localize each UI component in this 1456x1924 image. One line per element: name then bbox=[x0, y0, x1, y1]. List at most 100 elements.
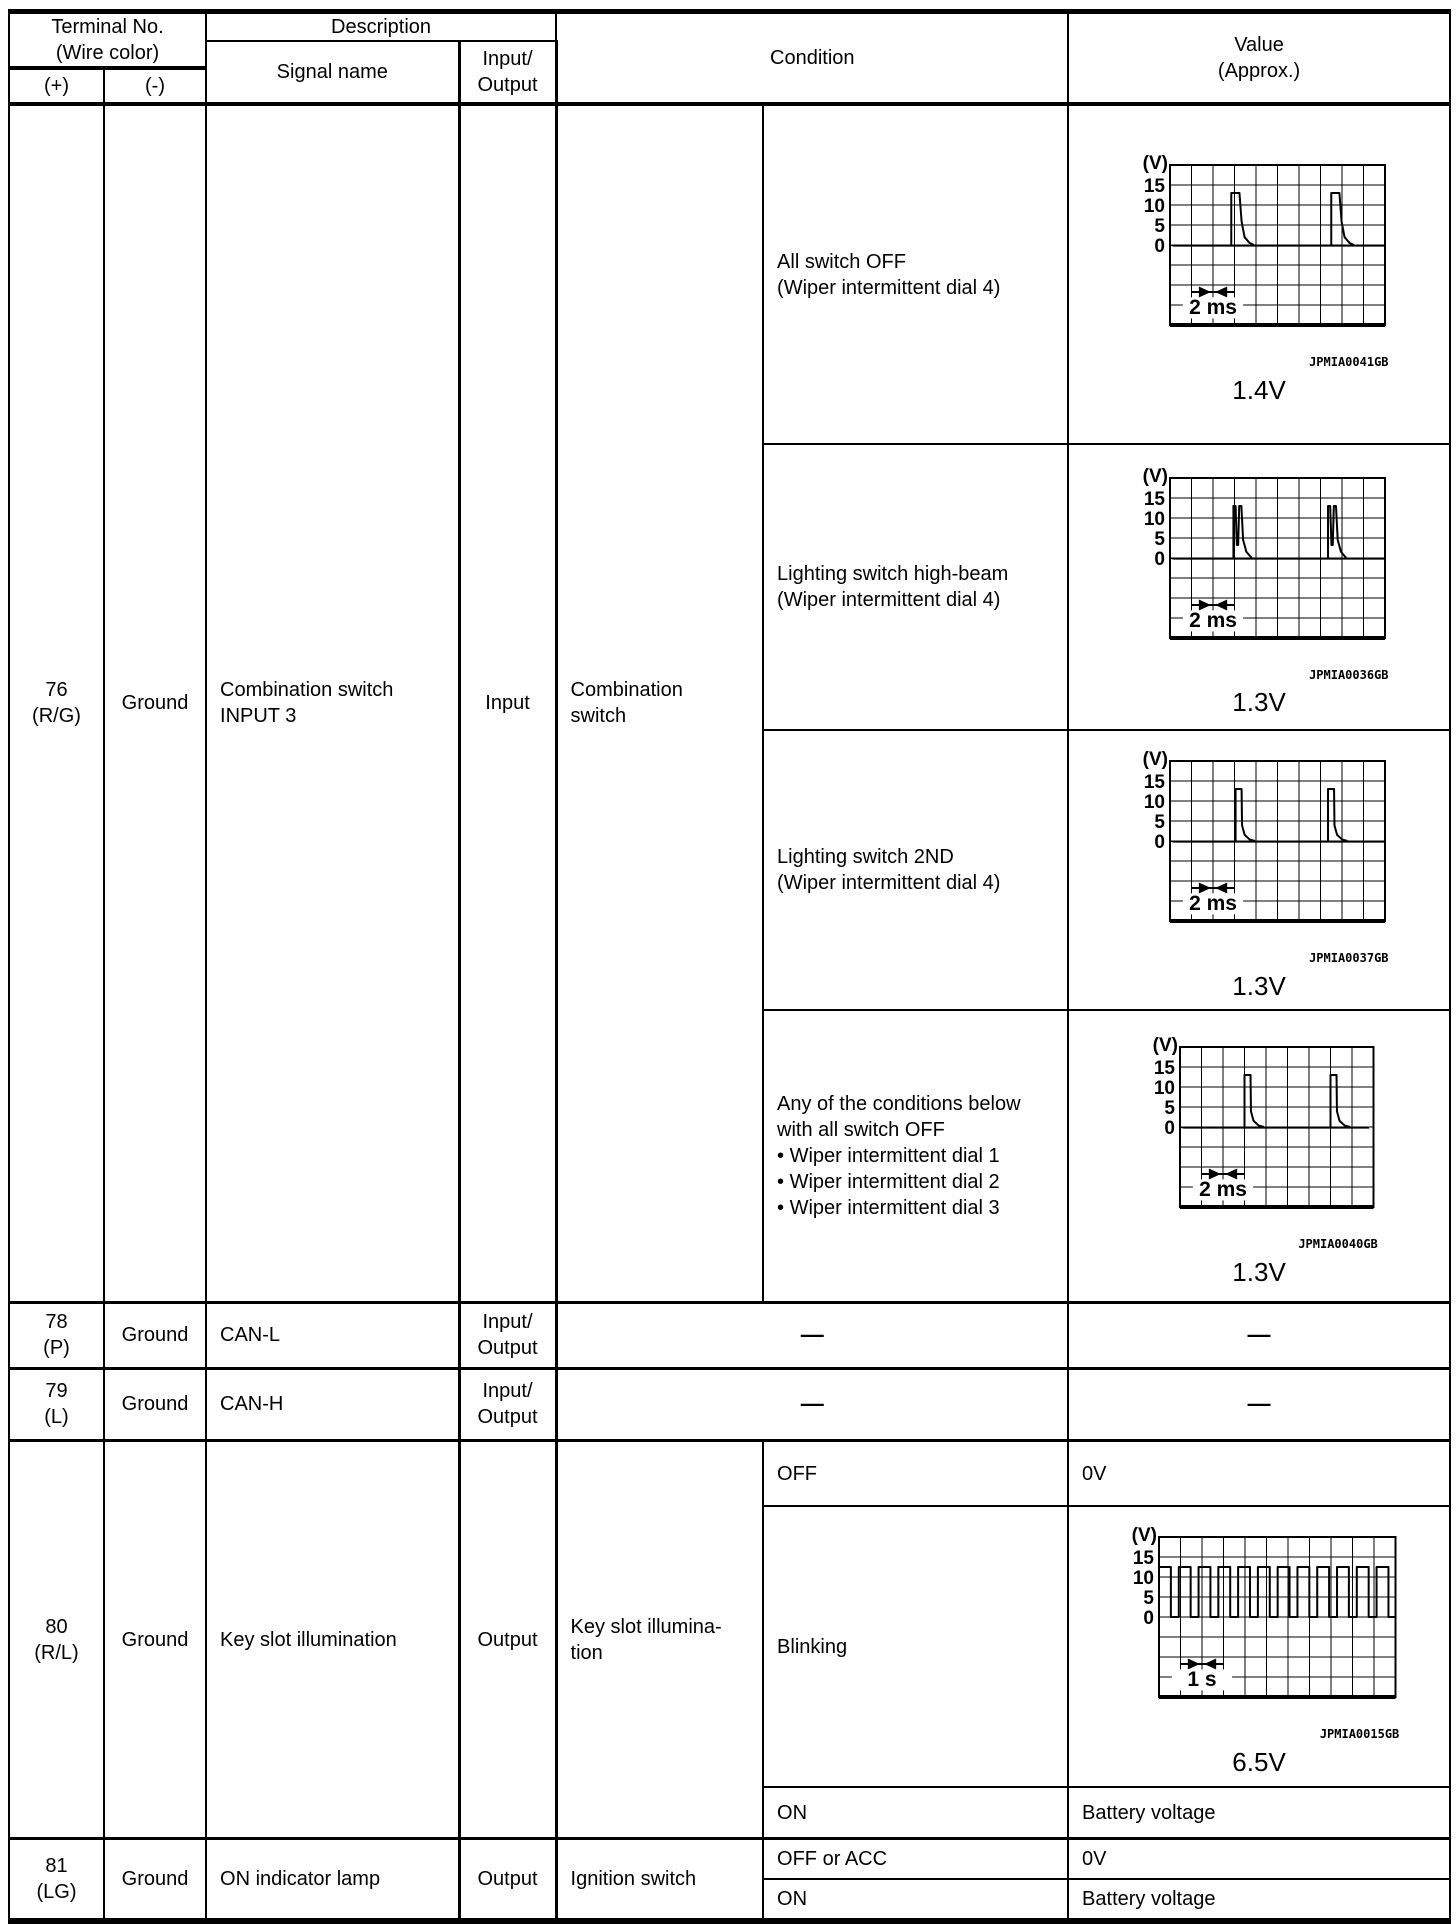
table-row: ON Battery voltage bbox=[9, 1785, 1452, 1840]
svg-text:15: 15 bbox=[1154, 1058, 1176, 1079]
svg-text:0: 0 bbox=[1154, 832, 1165, 853]
minus-header: (-) bbox=[102, 67, 208, 106]
svg-text:0: 0 bbox=[1154, 549, 1165, 570]
cell-value-80-1: 0V bbox=[1067, 1438, 1452, 1508]
oscilloscope-waveform: (V) 15 10 5 0 2 ms bbox=[1128, 149, 1391, 346]
oscilloscope-figure: (V) 15 10 5 0 1 s JPMIA0015GB 6.5V bbox=[1117, 1507, 1402, 1785]
svg-text:5: 5 bbox=[1154, 812, 1165, 833]
input-output-header: Input/ Output bbox=[457, 40, 558, 106]
table-row: Lighting switch high-beam (Wiper intermi… bbox=[9, 443, 1452, 731]
measured-value: 1.3V bbox=[1232, 970, 1286, 1001]
cell-signal-79: CAN-H bbox=[205, 1366, 461, 1442]
figure-code: JPMIA0037GB bbox=[1309, 951, 1389, 965]
svg-text:(V): (V) bbox=[1142, 749, 1167, 770]
cell-io-78: Input/ Output bbox=[457, 1300, 558, 1370]
cell-condition-80-1: OFF bbox=[762, 1438, 1070, 1508]
cell-ground-80: Ground bbox=[102, 1438, 208, 1840]
cell-reference-76: Combination switch bbox=[555, 102, 765, 1304]
table-row: 81 (LG) Ground ON indicator lamp Output … bbox=[8, 1837, 1452, 1922]
table-row: 78 (P) Ground CAN-L Input/ Output — — bbox=[8, 1300, 1452, 1370]
cell-ground-76: Ground bbox=[102, 102, 208, 1304]
terminal-table: Terminal No. (Wire color) Description Co… bbox=[7, 9, 1452, 1924]
figure-code: JPMIA0041GB bbox=[1309, 355, 1389, 370]
cell-condition-80-2: Blinking bbox=[762, 1505, 1070, 1788]
table-row: Blinking (V) 15 10 5 0 1 s JPMIA0015GB 6.5V bbox=[9, 1505, 1452, 1788]
svg-text:10: 10 bbox=[1133, 1568, 1154, 1589]
svg-text:2 ms: 2 ms bbox=[1189, 892, 1237, 915]
cell-signal-76: Combination switch INPUT 3 bbox=[205, 102, 461, 1304]
oscilloscope-waveform: (V) 15 10 5 0 1 s bbox=[1117, 1521, 1402, 1718]
terminal-group-header: Terminal No. (Wire color) bbox=[7, 10, 208, 70]
cell-condition-76-2: Lighting switch high-beam (Wiper intermi… bbox=[762, 443, 1070, 731]
svg-text:(V): (V) bbox=[1142, 153, 1167, 174]
header-row-1: Terminal No. (Wire color) Description Co… bbox=[7, 10, 1452, 106]
svg-text:2 ms: 2 ms bbox=[1189, 609, 1237, 632]
svg-text:(V): (V) bbox=[1142, 466, 1167, 487]
cell-terminal-80: 80 (R/L) bbox=[8, 1438, 105, 1840]
cell-value-78: — bbox=[1067, 1300, 1452, 1370]
oscilloscope-figure: (V) 15 10 5 0 2 ms JPMIA0037GB 1.3V bbox=[1128, 731, 1391, 1009]
signal-name-header: Signal name bbox=[205, 40, 461, 106]
table-row: Any of the conditions below with all swi… bbox=[9, 1009, 1452, 1304]
cell-value-76-1: (V) 15 10 5 0 2 ms JPMIA0041GB 1.4V bbox=[1067, 102, 1452, 445]
svg-text:5: 5 bbox=[1154, 216, 1165, 237]
description-header: Description bbox=[205, 10, 558, 42]
svg-text:10: 10 bbox=[1143, 509, 1164, 530]
svg-text:5: 5 bbox=[1165, 1098, 1176, 1119]
oscilloscope-waveform: (V) 15 10 5 0 2 ms bbox=[1128, 745, 1391, 942]
svg-text:15: 15 bbox=[1143, 772, 1165, 793]
oscilloscope-figure: (V) 15 10 5 0 2 ms JPMIA0036GB 1.3V bbox=[1128, 448, 1391, 726]
cell-condition-79: — bbox=[555, 1366, 1070, 1442]
cell-value-81-2: Battery voltage bbox=[1067, 1877, 1452, 1922]
cell-condition-81-2: ON bbox=[762, 1877, 1070, 1922]
measured-value: 1.3V bbox=[1232, 687, 1286, 718]
svg-text:10: 10 bbox=[1143, 792, 1164, 813]
condition-header: Condition bbox=[555, 10, 1070, 106]
table-row: 76 (R/G) Ground Combination switch INPUT… bbox=[8, 102, 1452, 1304]
cell-terminal-79: 79 (L) bbox=[8, 1366, 105, 1442]
cell-value-80-3: Battery voltage bbox=[1067, 1785, 1452, 1840]
svg-text:15: 15 bbox=[1143, 489, 1165, 510]
cell-value-81-1: 0V bbox=[1067, 1837, 1452, 1880]
cell-signal-78: CAN-L bbox=[205, 1300, 461, 1370]
svg-text:10: 10 bbox=[1143, 196, 1164, 217]
cell-io-79: Input/ Output bbox=[457, 1366, 558, 1442]
cell-value-76-4: (V) 15 10 5 0 2 ms JPMIA0040GB 1.3V bbox=[1067, 1009, 1452, 1304]
svg-text:(V): (V) bbox=[1153, 1035, 1178, 1056]
oscilloscope-waveform: (V) 15 10 5 0 2 ms bbox=[1138, 1031, 1380, 1228]
plus-header: (+) bbox=[8, 67, 105, 106]
cell-condition-76-4: Any of the conditions below with all swi… bbox=[762, 1009, 1070, 1304]
svg-text:2 ms: 2 ms bbox=[1199, 1178, 1247, 1201]
svg-text:0: 0 bbox=[1143, 1608, 1154, 1629]
value-header: Value (Approx.) bbox=[1067, 10, 1452, 106]
cell-signal-81: ON indicator lamp bbox=[205, 1837, 461, 1922]
cell-value-76-2: (V) 15 10 5 0 2 ms JPMIA0036GB 1.3V bbox=[1067, 443, 1452, 731]
cell-terminal-76: 76 (R/G) bbox=[8, 102, 105, 1304]
cell-value-80-2: (V) 15 10 5 0 1 s JPMIA0015GB 6.5V bbox=[1067, 1505, 1452, 1788]
svg-text:15: 15 bbox=[1143, 176, 1165, 197]
svg-text:5: 5 bbox=[1143, 1588, 1154, 1609]
cell-condition-76-3: Lighting switch 2ND (Wiper intermittent … bbox=[762, 728, 1070, 1012]
table-row: Lighting switch 2ND (Wiper intermittent … bbox=[9, 728, 1452, 1012]
cell-io-76: Input bbox=[457, 102, 558, 1304]
svg-text:15: 15 bbox=[1133, 1548, 1155, 1569]
cell-ground-81: Ground bbox=[102, 1837, 208, 1922]
cell-terminal-78: 78 (P) bbox=[8, 1300, 105, 1370]
cell-value-76-3: (V) 15 10 5 0 2 ms JPMIA0037GB 1.3V bbox=[1067, 728, 1452, 1012]
table-row: 79 (L) Ground CAN-H Input/ Output — — bbox=[8, 1366, 1452, 1442]
cell-reference-81: Ignition switch bbox=[555, 1837, 765, 1922]
cell-io-80: Output bbox=[457, 1438, 558, 1840]
oscilloscope-figure: (V) 15 10 5 0 2 ms JPMIA0041GB 1.4V bbox=[1128, 135, 1391, 413]
cell-io-81: Output bbox=[457, 1837, 558, 1922]
oscilloscope-waveform: (V) 15 10 5 0 2 ms bbox=[1128, 462, 1391, 659]
svg-text:0: 0 bbox=[1165, 1118, 1176, 1139]
cell-condition-78: — bbox=[555, 1300, 1070, 1370]
svg-text:2 ms: 2 ms bbox=[1189, 296, 1237, 319]
header-row-3: (+) (-) bbox=[8, 67, 1450, 106]
cell-ground-79: Ground bbox=[102, 1366, 208, 1442]
cell-ground-78: Ground bbox=[102, 1300, 208, 1370]
cell-condition-81-1: OFF or ACC bbox=[762, 1837, 1070, 1880]
cell-signal-80: Key slot illumination bbox=[205, 1438, 461, 1840]
svg-text:10: 10 bbox=[1154, 1078, 1175, 1099]
measured-value: 6.5V bbox=[1232, 1746, 1286, 1777]
